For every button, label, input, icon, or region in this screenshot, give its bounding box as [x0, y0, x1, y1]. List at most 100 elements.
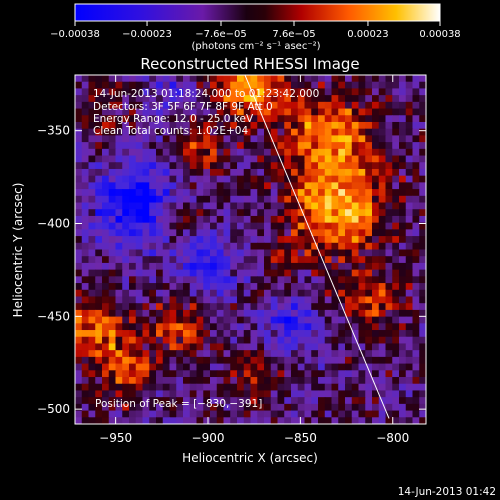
heatmap-cell [169, 276, 177, 284]
heatmap-cell [230, 142, 238, 150]
heatmap-cell [372, 410, 380, 418]
heatmap-cell [257, 162, 265, 170]
heatmap-cell [135, 81, 144, 90]
heatmap-cell [203, 289, 211, 298]
heatmap-cell [210, 101, 218, 110]
heatmap-cell [189, 168, 198, 177]
heatmap-cell [189, 256, 198, 264]
heatmap-cell [88, 128, 96, 136]
heatmap-cell [102, 309, 110, 318]
heatmap-cell [210, 343, 218, 351]
heatmap-cell [297, 182, 306, 190]
heatmap-cell [257, 296, 265, 304]
heatmap-cell [318, 276, 326, 284]
heatmap-cell [372, 377, 380, 385]
heatmap-cell [122, 249, 130, 257]
heatmap-cell [358, 289, 366, 298]
heatmap-cell [358, 236, 366, 244]
heatmap-cell [365, 128, 373, 136]
heatmap-cell [156, 155, 164, 163]
heatmap-cell [196, 370, 204, 378]
heatmap-cell [324, 249, 333, 257]
heatmap-cell [392, 269, 400, 277]
heatmap-cell [149, 410, 157, 418]
heatmap-cell [88, 121, 96, 130]
heatmap-cell [304, 309, 312, 318]
heatmap-cell [102, 222, 110, 230]
heatmap-cell [338, 296, 346, 304]
heatmap-cell [372, 356, 380, 365]
heatmap-cell [75, 209, 83, 217]
heatmap-cell [135, 403, 144, 412]
heatmap-cell [385, 256, 393, 264]
heatmap-cell [250, 303, 258, 311]
heatmap-cell [81, 135, 90, 143]
heatmap-cell [203, 189, 211, 197]
heatmap-cell [230, 417, 238, 424]
heatmap-cell [95, 236, 103, 244]
heatmap-cell [351, 95, 360, 103]
heatmap-cell [338, 88, 346, 96]
heatmap-cell [358, 390, 366, 398]
heatmap-cell [372, 262, 380, 271]
heatmap-cell [264, 403, 272, 412]
heatmap-cell [156, 276, 164, 284]
heatmap-cell [338, 215, 346, 224]
heatmap-cell [358, 343, 366, 351]
heatmap-cell [210, 189, 218, 197]
heatmap-cell [399, 168, 407, 177]
heatmap-cell [372, 256, 380, 264]
heatmap-cell [392, 410, 400, 418]
heatmap-cell [203, 168, 211, 177]
heatmap-cell [243, 236, 252, 244]
heatmap-cell [142, 142, 150, 150]
heatmap-cell [122, 370, 130, 378]
heatmap-cell [345, 101, 353, 110]
heatmap-cell [270, 403, 279, 412]
heatmap-cell [237, 229, 245, 237]
heatmap-cell [81, 283, 90, 291]
heatmap-cell [237, 215, 245, 224]
heatmap-cell [196, 81, 204, 90]
heatmap-cell [405, 377, 414, 385]
heatmap-cell [405, 115, 414, 123]
heatmap-cell [95, 121, 103, 130]
heatmap-cell [102, 316, 110, 324]
heatmap-cell [81, 276, 90, 284]
heatmap-cell [162, 309, 171, 318]
heatmap-cell [270, 262, 279, 271]
heatmap-cell [304, 343, 312, 351]
heatmap-cell [284, 222, 292, 230]
heatmap-cell [95, 155, 103, 163]
heatmap-cell [169, 403, 177, 412]
heatmap-cell [115, 209, 123, 217]
heatmap-cell [122, 316, 130, 324]
heatmap-cell [75, 397, 83, 405]
heatmap-cell [176, 142, 184, 150]
heatmap-cell [351, 296, 360, 304]
heatmap-cell [216, 75, 225, 83]
heatmap-cell [277, 370, 285, 378]
heatmap-cell [405, 417, 414, 424]
heatmap-cell [162, 115, 171, 123]
heatmap-cell [189, 195, 198, 204]
heatmap-cell [318, 410, 326, 418]
heatmap-cell [203, 128, 211, 136]
heatmap-cell [311, 296, 319, 304]
heatmap-cell [176, 296, 184, 304]
heatmap-cell [210, 108, 218, 116]
heatmap-cell [122, 377, 130, 385]
heatmap-cell [102, 215, 110, 224]
heatmap-cell [156, 128, 164, 136]
heatmap-cell [108, 215, 117, 224]
heatmap-cell [304, 397, 312, 405]
heatmap-cell [270, 81, 279, 90]
heatmap-cell [203, 209, 211, 217]
heatmap-cell [264, 121, 272, 130]
heatmap-cell [345, 215, 353, 224]
heatmap-cell [203, 222, 211, 230]
heatmap-cell [284, 182, 292, 190]
heatmap-cell [399, 229, 407, 237]
heatmap-cell [297, 108, 306, 116]
heatmap-cell [284, 370, 292, 378]
